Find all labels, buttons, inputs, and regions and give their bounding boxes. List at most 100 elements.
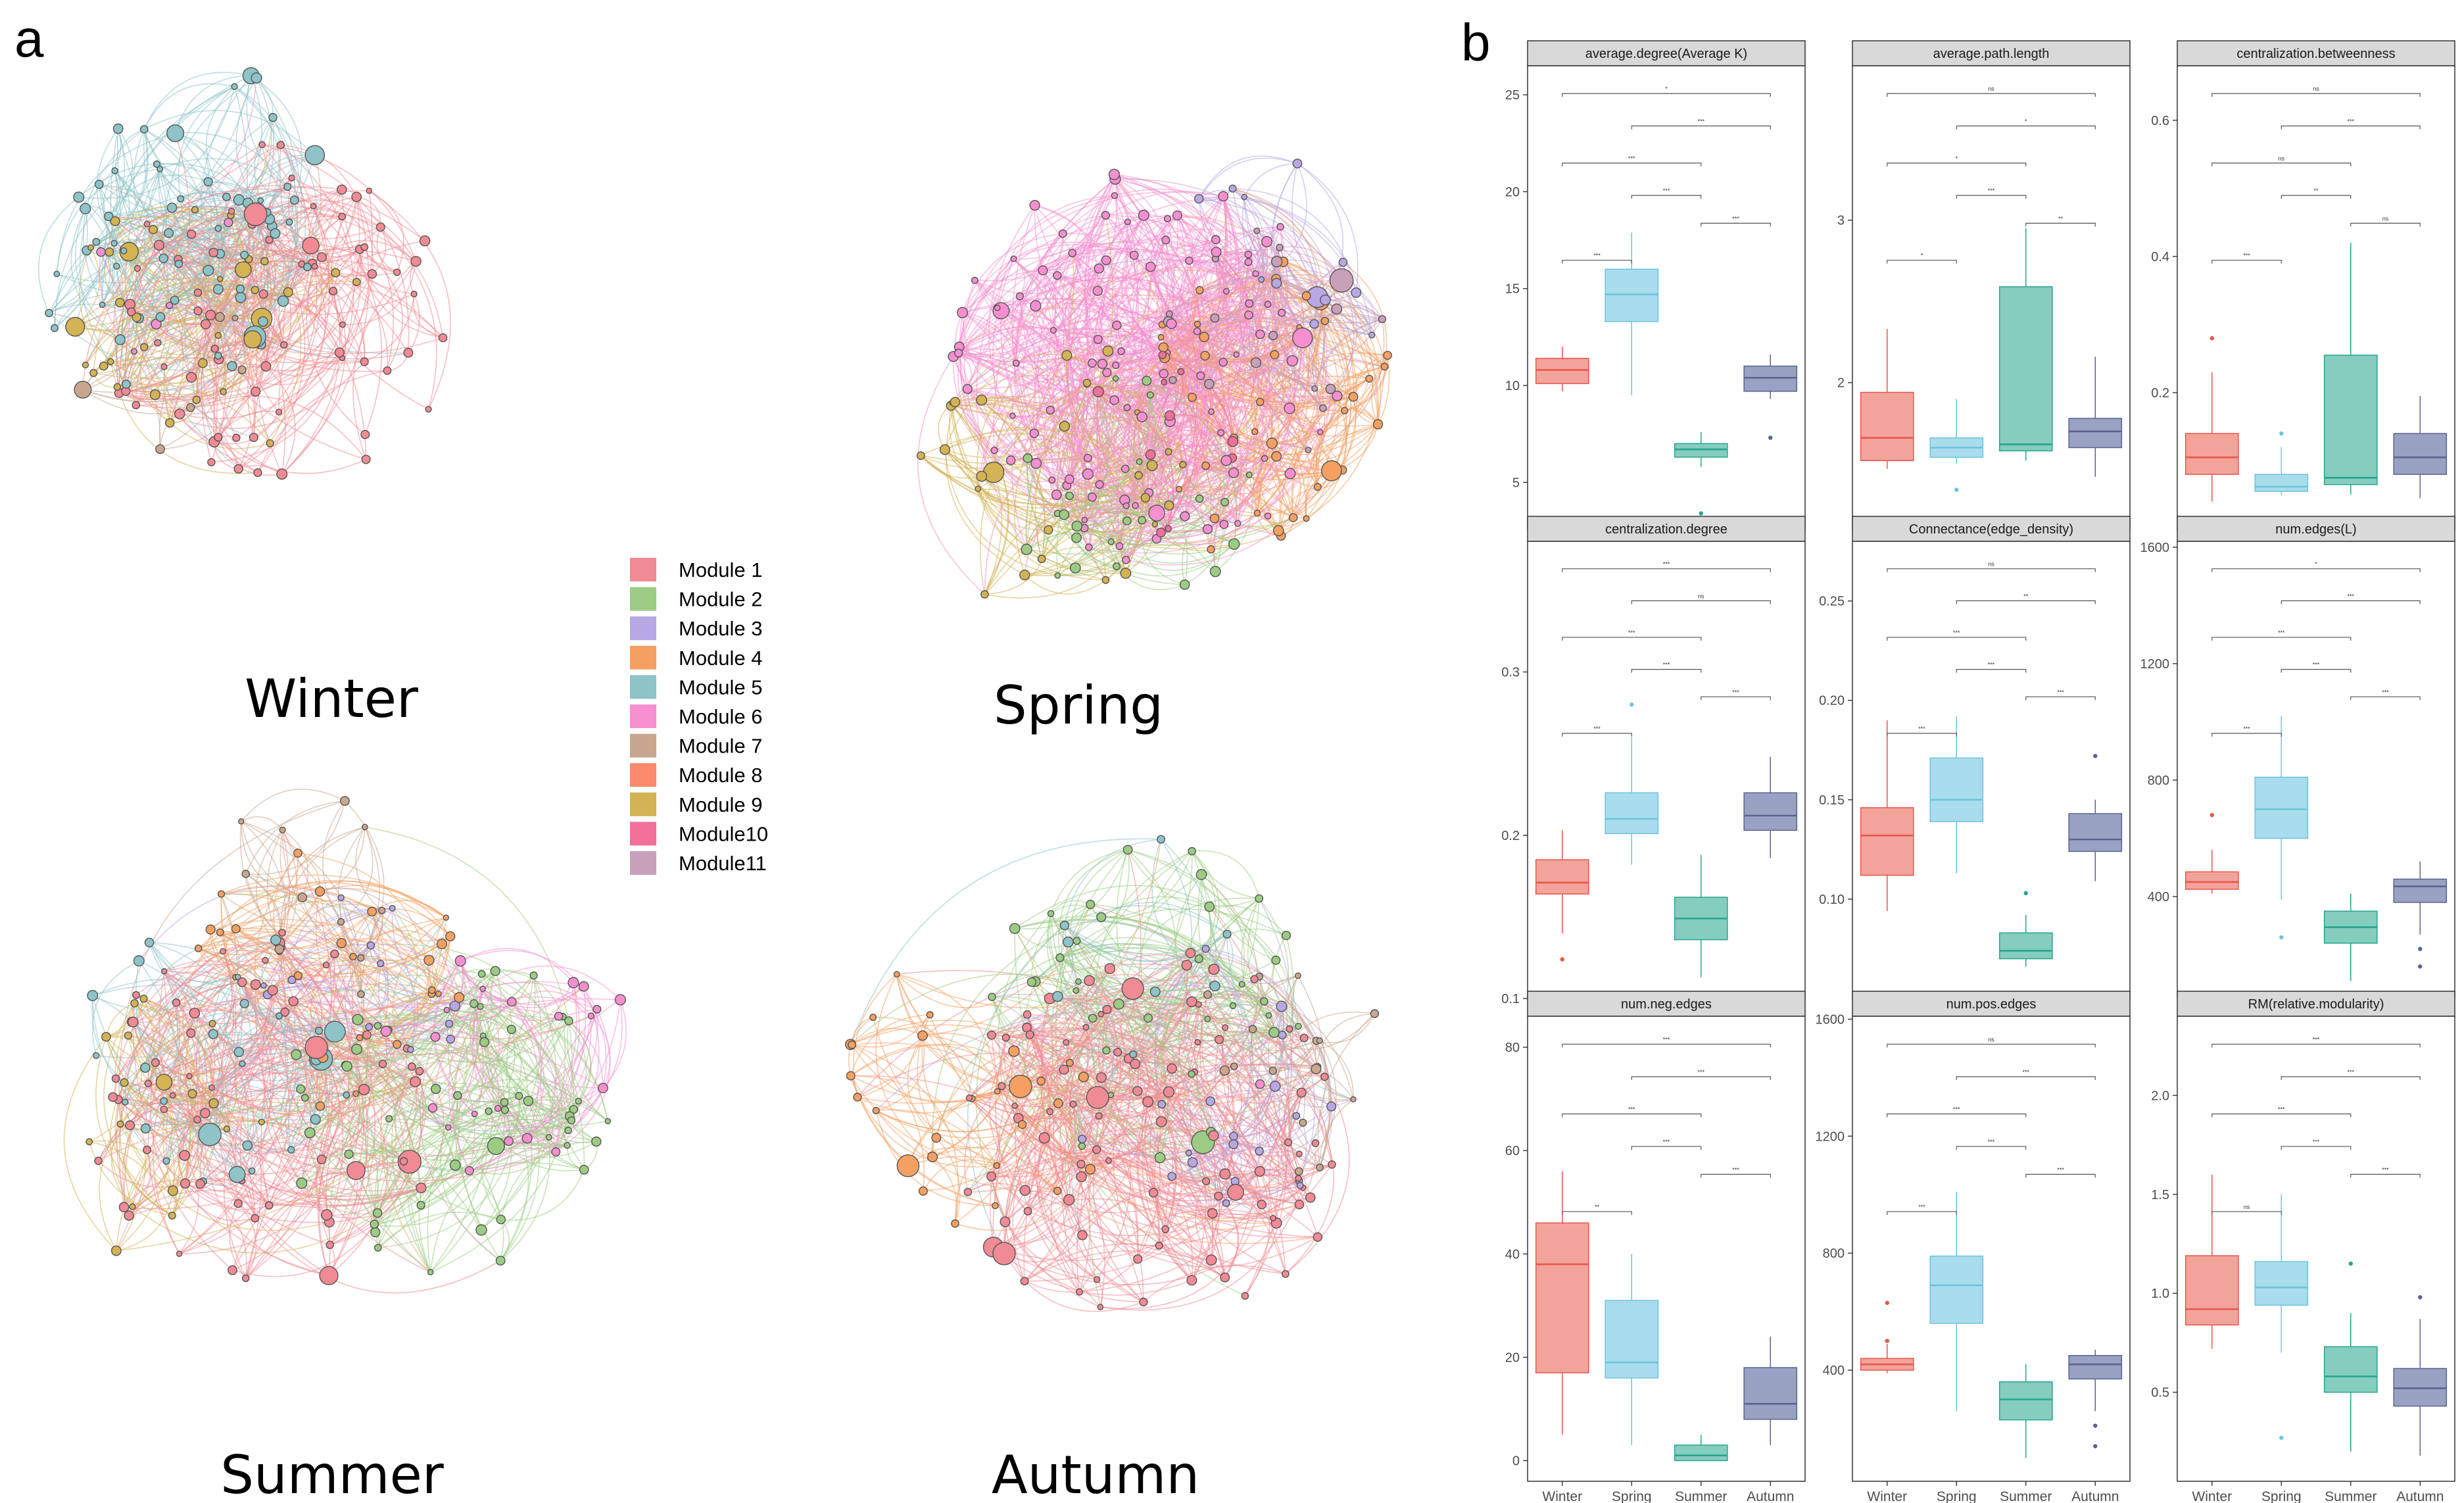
network-edge — [118, 324, 206, 393]
network-node — [592, 1004, 602, 1014]
sig-bracket — [1631, 600, 1771, 604]
sig-label: * — [1921, 253, 1923, 259]
network-node — [378, 906, 386, 914]
network-edge — [1210, 526, 1282, 550]
network-edge — [1204, 355, 1378, 427]
y-tick-label: 0 — [1512, 1454, 1520, 1469]
network-edge — [1015, 253, 1073, 364]
network-edge — [1016, 222, 1129, 364]
network-edge — [184, 1183, 255, 1221]
network-edge — [964, 1085, 1002, 1193]
network-edge — [952, 402, 1146, 503]
network-node — [344, 1149, 354, 1159]
network-edge — [218, 272, 336, 360]
network-edge — [1272, 1070, 1354, 1102]
network-node — [1142, 376, 1152, 386]
network-node — [1227, 436, 1238, 447]
network-node — [1046, 1108, 1054, 1116]
network-edge — [1298, 1040, 1337, 1172]
sig-bracket — [2281, 195, 2352, 199]
plot-frame — [1852, 541, 2131, 999]
network-edge — [1072, 191, 1224, 254]
network-node — [132, 312, 141, 322]
network-node — [992, 1202, 999, 1210]
network-edge — [1278, 1006, 1332, 1107]
network-edge — [1212, 472, 1234, 519]
network-edge — [504, 1102, 570, 1117]
network-node — [1222, 1199, 1230, 1207]
network-node — [197, 358, 208, 368]
network-edge — [1037, 275, 1120, 547]
network-edge — [1015, 215, 1145, 364]
network-node — [191, 206, 199, 214]
network-edge — [1064, 925, 1277, 1224]
network-edge — [852, 1044, 925, 1191]
panel-label-a: a — [14, 9, 44, 68]
network-edge — [1167, 218, 1261, 335]
network-edge — [125, 352, 341, 420]
network-node — [179, 1150, 191, 1162]
network-edge — [420, 1127, 569, 1206]
network-edge — [1152, 1121, 1212, 1261]
network-node — [1117, 347, 1125, 355]
network-node — [1203, 990, 1212, 999]
network-node — [214, 332, 222, 339]
network-edge — [235, 245, 318, 439]
network-edge — [1117, 1051, 1216, 1214]
network-node — [1316, 1037, 1323, 1044]
network-node — [1179, 579, 1190, 590]
sig-bracket — [2211, 162, 2352, 166]
network-node — [1094, 263, 1104, 274]
network-node — [998, 1082, 1006, 1091]
network-node — [1265, 1012, 1272, 1019]
network-node — [1065, 491, 1074, 501]
network-edge — [923, 1081, 1042, 1192]
network-node — [260, 361, 272, 372]
network-node — [993, 1162, 1000, 1170]
network-node — [276, 1012, 283, 1020]
network-edge — [993, 1246, 1192, 1296]
network-node — [1204, 1016, 1211, 1023]
sig-bracket — [1631, 669, 1702, 673]
network-node — [310, 1114, 321, 1125]
network-node — [1294, 1199, 1305, 1210]
network-edge — [74, 277, 256, 328]
network-node — [361, 455, 371, 464]
network-edge — [1096, 1149, 1212, 1261]
network-edge — [958, 353, 1126, 470]
network-edge — [1081, 1072, 1196, 1177]
network-node — [214, 433, 223, 442]
sig-bracket — [2350, 222, 2421, 227]
network-node — [1085, 543, 1093, 551]
network-edge — [923, 1159, 997, 1192]
network-node — [296, 1084, 306, 1094]
network-edge — [1140, 850, 1193, 1018]
network-node — [1185, 948, 1196, 958]
network-edge — [229, 1203, 247, 1279]
x-tick-label: Autumn — [2396, 1489, 2444, 1503]
network-edge — [218, 78, 272, 229]
network-edge — [850, 1044, 1021, 1087]
network-edge — [950, 405, 1049, 531]
network-edge — [1199, 198, 1372, 335]
network-edge — [218, 214, 272, 438]
network-edge — [1022, 1123, 1091, 1170]
network-edge — [1167, 218, 1217, 253]
network-edge — [118, 800, 345, 1124]
network-node — [1123, 845, 1133, 855]
network-edge — [99, 128, 122, 185]
network-node — [210, 345, 219, 353]
sig-bracket — [1562, 1113, 1702, 1118]
y-tick-label: 1600 — [2140, 541, 2170, 555]
network-edge — [1088, 174, 1117, 366]
network-node — [1130, 1058, 1141, 1070]
network-node — [360, 430, 370, 439]
network-node — [500, 1098, 509, 1107]
network-edge — [950, 405, 1126, 574]
network-node — [1186, 996, 1197, 1008]
box-spring — [2254, 1261, 2309, 1306]
network-edge — [990, 1176, 1101, 1308]
network-node — [454, 992, 465, 1003]
network-edge — [272, 117, 318, 302]
network-edge — [112, 1081, 416, 1154]
